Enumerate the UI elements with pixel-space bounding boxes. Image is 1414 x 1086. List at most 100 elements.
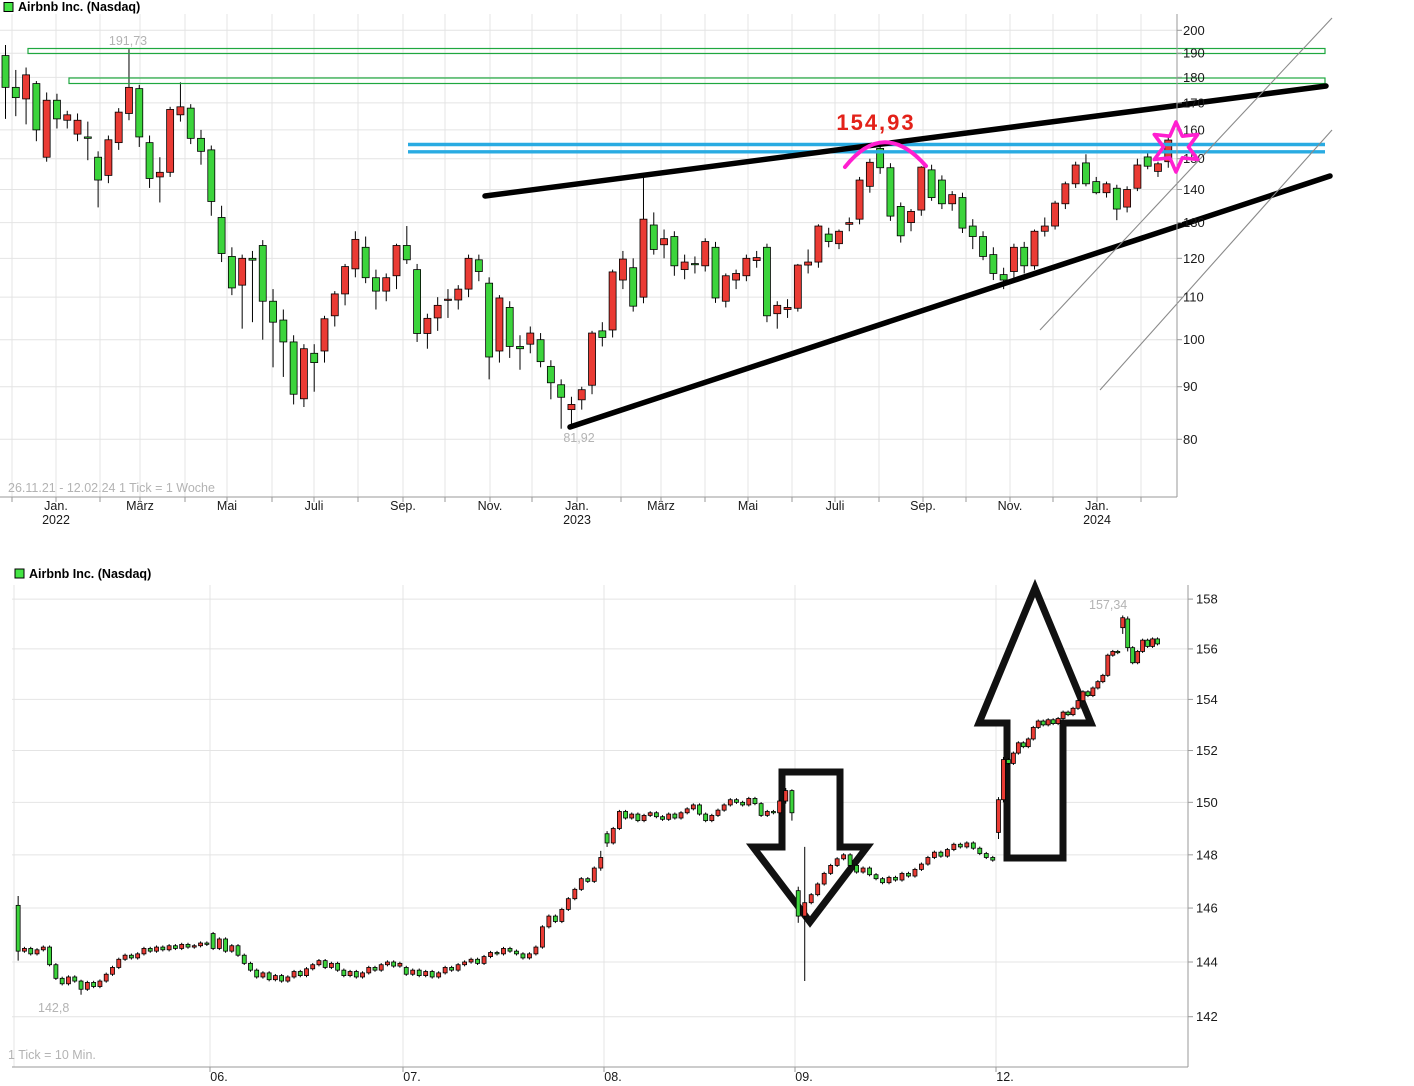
candle-up: [258, 245, 267, 302]
candle-up: [429, 971, 435, 978]
candle-down: [351, 238, 360, 270]
candle-down: [84, 982, 90, 990]
candle-down: [179, 943, 185, 949]
candle-up: [402, 245, 411, 261]
candle-down: [495, 297, 504, 352]
candle-down: [272, 975, 278, 981]
candle-down: [1010, 246, 1018, 272]
candle-up: [1050, 719, 1056, 724]
candle-up: [876, 148, 885, 169]
candle-up: [1020, 246, 1029, 267]
candle-up: [999, 274, 1008, 281]
y-axis-label: 154: [1196, 692, 1218, 707]
candle-up: [989, 254, 998, 274]
candle-down: [1035, 720, 1041, 728]
candle-down: [690, 804, 696, 810]
candle-up: [854, 865, 859, 873]
candle-up: [970, 842, 976, 849]
candle-up: [279, 319, 288, 343]
y-axis-label: 152: [1196, 743, 1218, 758]
candle-down: [341, 266, 349, 295]
x-axis-label: Jan.: [565, 499, 589, 513]
candle-down: [619, 258, 627, 281]
candle-down: [917, 166, 926, 211]
bottom-low-label: 142,8: [38, 1001, 69, 1015]
candle-up: [207, 149, 216, 202]
candle-down: [154, 946, 159, 952]
top-chart-drawn-levels[interactable]: [27, 17, 1333, 430]
candle-up: [413, 269, 422, 334]
candle-up: [1040, 720, 1046, 726]
candle-up: [552, 915, 558, 922]
candle-down: [42, 99, 51, 158]
candle-up: [711, 246, 720, 299]
candle-down: [1140, 639, 1146, 652]
top-chart-grid: [0, 14, 1177, 497]
candle-up: [372, 967, 378, 971]
candle-down: [1060, 711, 1066, 719]
top-chart-magenta-marks[interactable]: [843, 120, 1200, 174]
candle-down: [166, 109, 175, 173]
candle-up: [672, 813, 678, 819]
y-axis-label: 100: [1183, 332, 1205, 347]
y-axis-label: 144: [1196, 954, 1218, 969]
candle-down: [802, 902, 808, 917]
candle-down: [176, 106, 185, 116]
legend-square-icon: [3, 2, 14, 12]
candle-down: [1090, 687, 1096, 696]
candle-down: [1030, 230, 1039, 267]
big-up-arrow: [973, 578, 1097, 862]
candle-up: [979, 236, 987, 257]
candle-up: [977, 847, 983, 854]
candle-down: [216, 938, 222, 949]
candle-up: [266, 972, 272, 981]
big-down-arrow: [745, 768, 875, 928]
x-axis-label: 08.: [604, 1070, 621, 1084]
candle-down: [260, 972, 266, 978]
candle-down: [964, 842, 970, 848]
candle-up: [1155, 638, 1160, 645]
candle-down: [701, 241, 710, 267]
candle-down: [1102, 183, 1111, 194]
candle-up: [210, 933, 216, 949]
candle-up: [771, 811, 776, 814]
candle-down: [865, 161, 874, 187]
candle-up: [983, 853, 989, 858]
candle-down: [814, 225, 823, 263]
candle-up: [403, 967, 409, 975]
bottom-chart-arrows[interactable]: [745, 578, 1097, 928]
y-axis-label: 120: [1183, 251, 1205, 266]
candle-up: [1130, 647, 1136, 664]
candle-down: [1135, 651, 1141, 664]
candle-up: [957, 843, 963, 848]
candle-down: [678, 812, 684, 819]
candle-up: [1065, 711, 1071, 716]
candle-up: [53, 964, 59, 979]
candle-down: [1001, 759, 1006, 801]
candle-up: [91, 982, 97, 987]
candle-down: [1045, 719, 1051, 726]
candle-up: [516, 346, 524, 350]
candle-up: [173, 945, 178, 949]
candle-up: [248, 962, 253, 971]
candle-up: [341, 969, 347, 977]
candle-up: [1020, 742, 1026, 748]
candle-down: [382, 277, 391, 292]
candle-down: [360, 972, 365, 978]
candle-down: [721, 275, 730, 302]
candle-up: [494, 952, 500, 955]
candle-down: [22, 948, 27, 952]
candle-down: [455, 964, 461, 971]
candle-down: [238, 257, 247, 286]
candle-down: [110, 967, 115, 975]
candle-down: [320, 318, 329, 352]
candle-down: [540, 926, 545, 948]
candle-down: [527, 953, 532, 959]
candle-down: [1123, 189, 1132, 208]
candle-up: [449, 967, 455, 971]
x-axis-label: Nov.: [998, 499, 1023, 513]
candle-up: [78, 980, 84, 990]
candle-down: [855, 179, 864, 220]
candle-down: [996, 799, 1001, 833]
